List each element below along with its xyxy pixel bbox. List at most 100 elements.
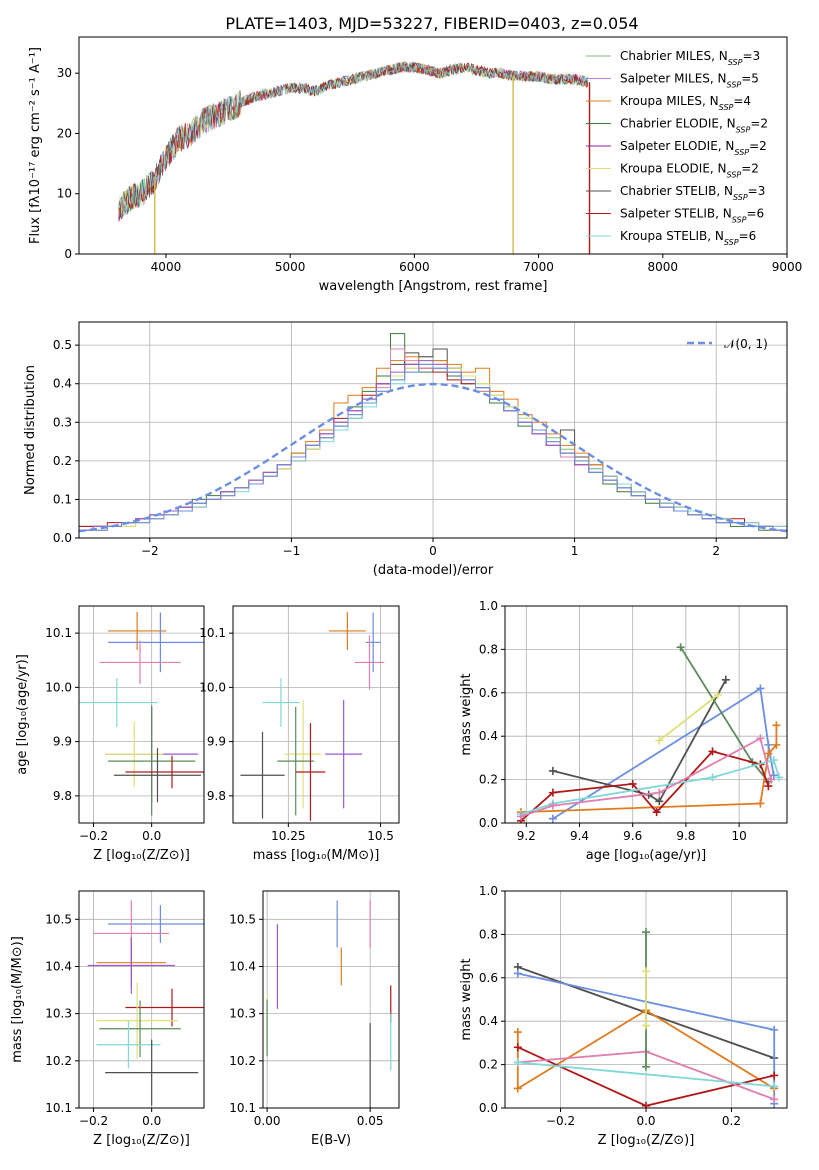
legend-label-tail: =2 [749, 139, 767, 153]
x-tick-label: 0.00 [254, 1114, 281, 1128]
legend-label-text: Salpeter ELODIE, N [620, 139, 734, 153]
y-tick-label: 0.4 [479, 1014, 498, 1028]
x-tick-label: 1 [571, 544, 579, 558]
weight-marker [772, 740, 781, 749]
y-tick-label: 0.5 [53, 338, 72, 352]
y-tick-label: 9.9 [53, 735, 72, 749]
legend-label-sub: SSP [727, 80, 742, 89]
legend-label-text: Kroupa STELIB, N [620, 229, 724, 243]
y-tick-label: 10.4 [45, 959, 72, 973]
y-tick-label: 0.0 [479, 816, 498, 830]
spectrum-line [118, 61, 589, 221]
x-tick-label: 5000 [275, 260, 306, 274]
plot-area [513, 928, 779, 1108]
weight-marker [767, 775, 776, 784]
y-tick-label: 0.2 [53, 454, 72, 468]
y-axis-label: mass [log₁₀(M/M⊙)] [10, 936, 25, 1063]
gaussian-curve [79, 382, 787, 533]
weight-marker [708, 747, 717, 756]
legend-label-sub: SSP [736, 125, 751, 134]
weight-marker [764, 782, 773, 791]
y-tick-label: 9.8 [53, 789, 72, 803]
weight-line [552, 679, 727, 803]
y-tick-label: 0.0 [53, 531, 72, 545]
weight-marker [721, 675, 730, 684]
legend-label: Salpeter MILES, NSSP=5 [620, 72, 759, 90]
y-axis-label: mass weight [459, 958, 474, 1040]
panel-age_vs_Z: −0.2 0.0 9.8 9.9 10.0 10.1 Z [log₁₀(Z/Z⊙)] age … [15, 605, 205, 863]
errorbar-point [262, 678, 300, 727]
y-axis-label: age [log₁₀(age/yr)] [15, 654, 30, 775]
legend-label: Chabrier ELODIE, NSSP=2 [620, 117, 768, 135]
x-axis-label: (data-model)/error [373, 563, 494, 578]
y-tick-label: 10.5 [45, 912, 72, 926]
weight-marker [642, 967, 650, 976]
y-tick-label: 10.4 [229, 959, 256, 973]
x-tick-label: 6000 [399, 260, 430, 274]
y-tick-label: 10.0 [45, 680, 72, 694]
y-tick-label: 10.3 [45, 1007, 72, 1021]
legend-label-sub: SSP [728, 58, 743, 67]
y-tick-label: 10.1 [45, 1101, 72, 1115]
panel-weight_vs_age: 9.2 9.4 9.6 9.8 10 0.0 0.2 0.4 0.6 0.8 1.0 age [log… [459, 599, 788, 863]
axes-frame [504, 605, 788, 824]
y-tick-label: 0.2 [479, 1058, 498, 1072]
errorbar-point [277, 706, 315, 816]
errorbar-point [240, 731, 285, 819]
legend-label-text: Chabrier STELIB, N [620, 184, 733, 198]
x-axis-label: Z [log₁₀(Z/Z⊙)] [93, 848, 190, 863]
weight-line [520, 758, 780, 816]
weight-marker [652, 808, 661, 817]
y-tick-label: 0.6 [479, 971, 498, 985]
legend-label: Salpeter STELIB, NSSP=6 [620, 207, 764, 225]
weight-marker [770, 1071, 779, 1080]
legend-label-sub: SSP [724, 238, 739, 247]
errorbar-point [96, 1021, 161, 1069]
y-axis-label: Flux [fλ10⁻¹⁷ erg cm⁻² s⁻¹ A⁻¹] [28, 47, 43, 244]
axes-frame [78, 890, 205, 1109]
y-axis-label: mass weight [459, 673, 474, 755]
weight-marker [708, 773, 717, 782]
legend-label-tail: =2 [741, 162, 759, 176]
legend-label-text: Salpeter STELIB, N [620, 207, 732, 221]
legend-label: Kroupa STELIB, NSSP=6 [620, 229, 756, 247]
plot-area [79, 333, 787, 533]
weight-marker [548, 801, 557, 810]
weight-marker [655, 797, 664, 806]
y-axis-label: Normed distribution [23, 365, 38, 495]
errorbar-point [96, 982, 178, 1059]
x-tick-label: −2 [141, 544, 159, 558]
weight-marker [642, 1021, 650, 1030]
y-tick-label: 0.8 [479, 642, 498, 656]
weight-marker [770, 1082, 779, 1091]
errorbar-point [325, 699, 363, 809]
x-tick-label: 0.0 [636, 1114, 655, 1128]
errorbar-point [99, 640, 181, 685]
weight-marker [764, 749, 773, 758]
errorbar-point [125, 988, 204, 1027]
weight-marker [548, 788, 557, 797]
x-tick-label: 7000 [523, 260, 554, 274]
weight-marker [513, 969, 522, 978]
weight-marker [756, 799, 765, 808]
legend-label-tail: =6 [739, 229, 757, 243]
weight-marker [655, 788, 664, 797]
x-tick-label: −0.2 [79, 829, 108, 843]
x-tick-label: 10.25 [271, 829, 305, 843]
x-tick-label: 9.8 [676, 829, 695, 843]
plot-area [79, 611, 204, 816]
weight-line [658, 694, 719, 742]
weight-marker [676, 643, 685, 652]
y-tick-label: 10.1 [199, 626, 226, 640]
x-tick-label: 2 [712, 544, 720, 558]
legend-label-sub: SSP [734, 148, 749, 157]
x-tick-label: 10.5 [367, 829, 394, 843]
x-tick-label: 10 [731, 829, 746, 843]
legend-label: Chabrier MILES, NSSP=3 [620, 49, 760, 67]
legend-label-sub: SSP [733, 193, 748, 202]
x-tick-label: 9000 [772, 260, 803, 274]
axes-frame [262, 890, 400, 1109]
x-tick-label: 8000 [648, 260, 679, 274]
legend-label-text: Kroupa MILES, N [620, 94, 719, 108]
errorbar-point [354, 635, 385, 690]
